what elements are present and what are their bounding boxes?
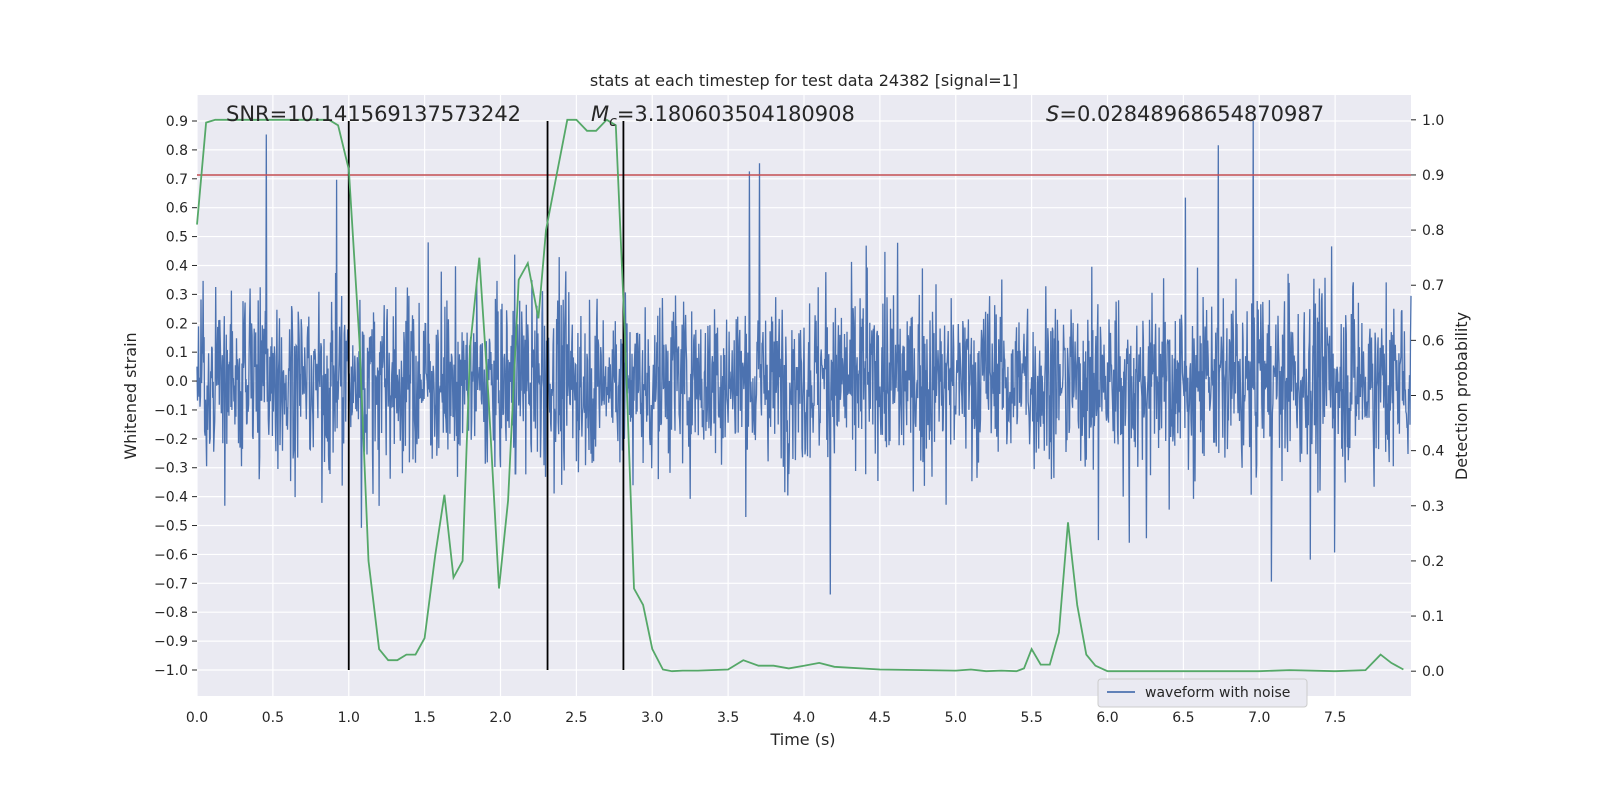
y-left-tick-label: 0.0 — [166, 374, 188, 390]
y-right-tick-labels: 1.0 0.9 0.8 0.7 0.6 0.5 0.4 0.3 0.2 0.1 0.0 — [1411, 113, 1444, 680]
y-left-tick-label: −0.8 — [154, 605, 188, 621]
y-axis-label-left: Whitened strain — [121, 332, 140, 459]
y-left-tick-label: −0.2 — [154, 432, 188, 448]
mc-annotation: Mc=3.180603504180908 — [591, 102, 855, 130]
y-left-tick-label: −0.9 — [154, 634, 188, 650]
s-annotation: S=0.02848968654870987 — [1046, 102, 1324, 126]
y-left-tick-label: 0.7 — [166, 172, 188, 188]
x-tick-label: 2.5 — [565, 710, 587, 726]
y-left-tick-labels: 0.9 0.8 0.7 0.6 0.5 0.4 0.3 0.2 0.1 0.0 −0.1 −0.2 −0… — [154, 114, 197, 679]
y-axis-label-right: Detection probability — [1452, 312, 1471, 480]
y-left-tick-label: −0.1 — [154, 403, 188, 419]
x-tick-label: 5.0 — [945, 710, 967, 726]
s-symbol: S — [1046, 102, 1059, 126]
chart-title: stats at each timestep for test data 243… — [590, 71, 1018, 90]
y-left-tick-label: −0.4 — [154, 490, 188, 506]
legend-box — [1097, 678, 1308, 708]
s-value: =0.02848968654870987 — [1059, 102, 1324, 126]
marker-lines — [347, 121, 625, 670]
y-left-tick-label: −1.0 — [154, 663, 188, 679]
strain-waveform-path — [196, 120, 1412, 595]
mc-symbol: M — [591, 102, 609, 126]
y-right-tick-label: 0.2 — [1422, 554, 1444, 570]
y-left-tick-label: −0.5 — [154, 519, 188, 535]
mc-subscript: c — [609, 114, 617, 130]
snr-annotation: SNR=10.141569137573242 — [226, 102, 521, 126]
y-left-tick-label: 0.5 — [166, 230, 188, 246]
y-right-tick-label: 0.6 — [1422, 333, 1444, 349]
y-right-tick-label: 1.0 — [1422, 113, 1444, 129]
x-tick-label: 1.0 — [338, 710, 360, 726]
x-tick-label: 2.0 — [489, 710, 511, 726]
y-left-tick-label: 0.2 — [166, 316, 188, 332]
x-tick-label: 4.5 — [869, 710, 891, 726]
y-right-tick-label: 0.1 — [1422, 609, 1444, 625]
x-tick-label: 1.5 — [413, 710, 435, 726]
x-tick-label: 7.0 — [1248, 710, 1270, 726]
x-tick-label: 4.0 — [793, 710, 815, 726]
y-left-tick-label: 0.4 — [166, 258, 188, 274]
x-tick-label: 0.0 — [186, 710, 208, 726]
x-tick-label: 3.0 — [641, 710, 663, 726]
y-right-tick-label: 0.7 — [1422, 278, 1444, 294]
y-right-tick-label: 0.4 — [1422, 444, 1444, 460]
probability-line — [196, 118, 1404, 673]
x-tick-label: 0.5 — [262, 710, 284, 726]
mc-value: =3.180603504180908 — [617, 102, 855, 126]
x-tick-label: 7.5 — [1324, 710, 1346, 726]
y-left-tick-label: 0.8 — [166, 143, 188, 159]
x-tick-label: 3.5 — [717, 710, 739, 726]
y-right-tick-label: 0.0 — [1422, 664, 1444, 680]
x-tick-label: 6.0 — [1096, 710, 1118, 726]
legend-label: waveform with noise — [1145, 685, 1290, 701]
y-right-tick-label: 0.3 — [1422, 499, 1444, 515]
y-left-tick-label: 0.9 — [166, 114, 188, 130]
y-right-tick-label: 0.8 — [1422, 223, 1444, 239]
y-left-tick-label: 0.6 — [166, 201, 188, 217]
y-right-tick-label: 0.9 — [1422, 168, 1444, 184]
x-axis-label: Time (s) — [769, 730, 835, 749]
legend: waveform with noise — [1097, 678, 1308, 708]
strain-series — [196, 120, 1412, 595]
x-tick-label: 6.5 — [1172, 710, 1194, 726]
x-tick-labels: 0.0 0.5 1.0 1.5 2.0 2.5 3.0 3.5 4.0 4.5 5.0 5.5 6.0 6… — [186, 710, 1346, 726]
x-tick-label: 5.5 — [1020, 710, 1042, 726]
y-left-tick-label: −0.3 — [154, 461, 188, 477]
y-left-tick-label: −0.6 — [154, 547, 188, 563]
y-left-tick-label: −0.7 — [154, 576, 188, 592]
y-left-tick-label: 0.3 — [166, 287, 188, 303]
y-right-tick-label: 0.5 — [1422, 389, 1444, 405]
y-left-tick-label: 0.1 — [166, 345, 188, 361]
